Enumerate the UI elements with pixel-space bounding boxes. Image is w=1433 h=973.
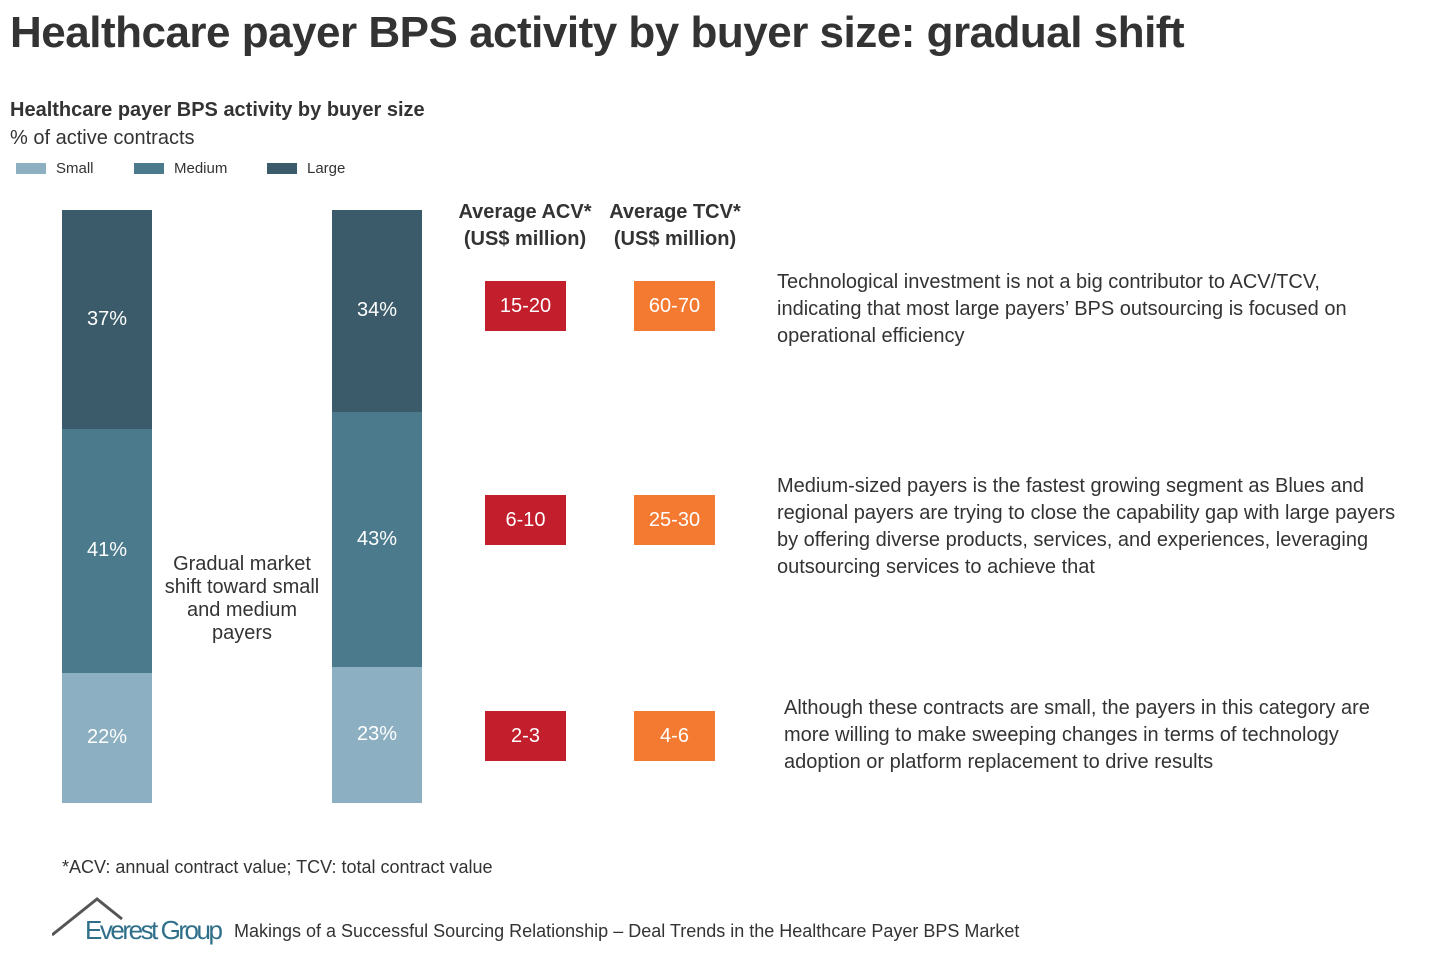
bar-segment-medium-1: 41% <box>62 429 152 673</box>
data-label: 23% <box>356 723 398 746</box>
legend-label: Small <box>56 160 94 177</box>
tcv-large: 60-70 <box>634 281 715 331</box>
legend-swatch-small <box>16 163 46 174</box>
legend-swatch-large <box>267 163 297 174</box>
data-label: 37% <box>86 308 128 331</box>
acv-medium: 6-10 <box>485 495 566 545</box>
shift-annotation: Gradual market shift toward small and me… <box>164 553 320 644</box>
tcv-small: 4-6 <box>634 711 715 761</box>
tcv-medium: 25-30 <box>634 495 715 545</box>
data-label: 22% <box>86 726 128 749</box>
page-title: Healthcare payer BPS activity by buyer s… <box>10 8 1185 57</box>
data-label: 43% <box>356 527 398 550</box>
chart-title: Healthcare payer BPS activity by buyer s… <box>10 99 425 121</box>
legend-small: Small <box>16 160 94 177</box>
everest-group-logo: Everest Group <box>51 897 232 952</box>
footnote: *ACV: annual contract value; TCV: total … <box>62 857 493 877</box>
legend-label: Large <box>307 160 346 177</box>
legend-label: Medium <box>174 160 228 177</box>
y-axis-label: % of active contracts <box>10 127 195 149</box>
acv-large: 15-20 <box>485 281 566 331</box>
data-label: 34% <box>356 299 398 322</box>
bar-segment-small-1: 22% <box>62 672 152 803</box>
svg-text:Everest Group: Everest Group <box>85 915 223 945</box>
note-large: Technological investment is not a big co… <box>777 271 1347 347</box>
note-small: Although these contracts are small, the … <box>784 697 1370 773</box>
source-text: Makings of a Successful Sourcing Relatio… <box>234 921 1020 941</box>
bar-segment-small-2: 23% <box>332 666 422 803</box>
acv-small: 2-3 <box>485 711 566 761</box>
mountain-icon: Everest Group <box>51 897 223 945</box>
data-label: 41% <box>86 539 128 562</box>
legend-large: Large <box>267 160 345 177</box>
legend-swatch-medium <box>134 163 164 174</box>
tcv-header: Average TCV* (US$ million) <box>609 201 741 250</box>
note-medium: Medium-sized payers is the fastest growi… <box>777 475 1396 578</box>
legend-medium: Medium <box>134 160 227 177</box>
bar-segment-large-1: 37% <box>62 210 152 430</box>
acv-header: Average ACV* (US$ million) <box>458 201 592 250</box>
bar-segment-large-2: 34% <box>332 210 422 412</box>
bar-segment-medium-2: 43% <box>332 411 422 667</box>
